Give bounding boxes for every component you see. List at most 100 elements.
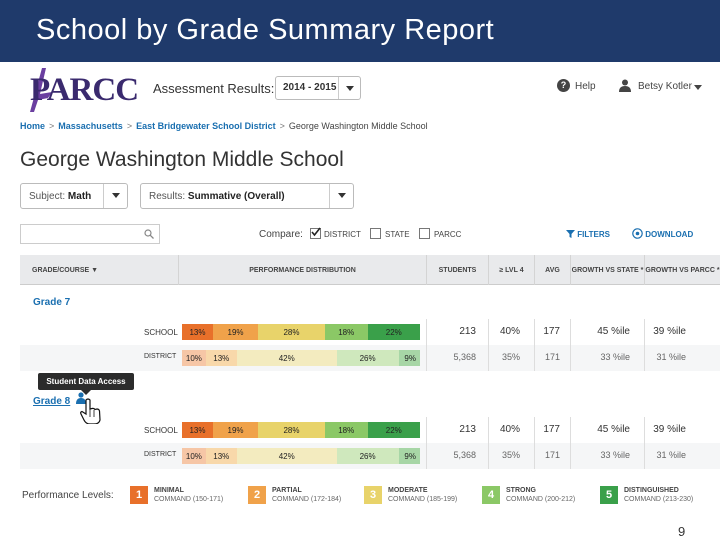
legend-level-1-name: MINIMAL [154,487,184,494]
chevron-down-icon [346,86,354,91]
distribution-segment-level-1: 10% [182,448,206,464]
avg-value: 177 [543,424,560,435]
results-chevron[interactable] [329,184,353,208]
page-number: 9 [678,524,686,539]
distribution-segment-level-3: 42% [236,350,337,366]
legend-title: Performance Levels: [22,490,114,501]
help-icon[interactable]: ? [557,79,570,92]
user-menu[interactable]: Betsy Kotler [638,81,692,92]
subject-chevron[interactable] [103,184,127,208]
compare-state-checkbox[interactable] [370,228,381,239]
distribution-segment-level-5: 9% [398,448,420,464]
grade-link[interactable]: Grade 8 [33,396,71,407]
table-row: DISTRICT 10% 13% 42% 26% 9% 5,368 35% 171 33… [20,443,720,469]
breadcrumb-separator: > [126,121,133,131]
breadcrumb-home[interactable]: Home [20,121,46,131]
header-grade-course[interactable]: GRADE/COURSE ▼ [32,266,99,274]
students-value: 213 [459,424,476,435]
performance-bar: 10% 13% 42% 26% 9% [182,350,420,366]
student-data-access-icon[interactable] [76,392,86,404]
avg-value: 171 [544,450,560,460]
distribution-segment-level-3: 28% [258,324,325,340]
slide-title: School by Grade Summary Report [36,14,495,46]
performance-levels-legend: Performance Levels: 1 MINIMAL COMMAND (150… [0,480,720,510]
compare-district-checkbox[interactable] [310,227,321,239]
row-label: DISTRICT [144,451,177,458]
download-label: DOWNLOAD [645,230,694,239]
distribution-segment-level-1: 10% [182,350,206,366]
compare-state-label: STATE [385,230,410,239]
distribution-segment-level-3: 42% [236,448,337,464]
header-performance-distribution: PERFORMANCE DISTRIBUTION [178,255,426,285]
app-header: PARCC Assessment Results: 2014 - 2015 ? … [18,62,720,114]
column-divider [534,417,535,469]
results-select[interactable]: Results: Summative (Overall) [140,183,354,209]
header-avg[interactable]: AVG [534,255,570,285]
distribution-segment-level-2: 13% [205,350,237,366]
breadcrumb-separator: > [279,121,285,131]
legend-level-5-name: DISTINGUISHED [624,487,679,494]
header-students[interactable]: STUDENTS [426,255,488,285]
results-label: Results: [149,191,186,202]
help-link[interactable]: Help [575,81,596,92]
logo-swoosh-icon [30,68,52,112]
breadcrumb: Home > Massachusetts > East Bridgewater Scho… [20,121,428,131]
legend-level-3-range: COMMAND (185-199) [388,496,458,503]
column-divider [570,319,571,371]
download-button[interactable]: DOWNLOAD [632,228,693,239]
chevron-down-icon [338,193,346,198]
level4-value: 35% [501,352,520,362]
subject-select[interactable]: Subject: Math [20,183,128,209]
legend-level-4-name: STRONG [506,487,536,494]
slide-title-bar: School by Grade Summary Report [0,0,720,62]
column-divider [644,319,645,371]
growth-parcc-value: 39 %ile [653,424,686,435]
compare-label: Compare: [259,229,303,240]
year-select[interactable]: 2014 - 2015 [275,76,361,100]
growth-state-value: 33 %ile [600,450,630,460]
column-divider [488,319,489,371]
search-input[interactable] [20,224,160,244]
grade-link[interactable]: Grade 7 [33,297,71,308]
column-divider [426,417,427,469]
distribution-segment-level-5: 22% [367,324,420,340]
column-divider [426,319,427,371]
filter-icon [566,230,575,238]
parcc-logo[interactable]: PARCC [20,64,139,114]
avg-value: 177 [543,326,560,337]
growth-parcc-value: 39 %ile [653,326,686,337]
distribution-segment-level-2: 19% [212,422,259,438]
distribution-segment-level-4: 18% [324,422,368,438]
level4-value: 35% [501,450,520,460]
level4-value: 40% [499,326,520,337]
header-growth-parcc[interactable]: GROWTH VS PARCC * [644,255,720,285]
subject-label: Subject: [29,191,66,202]
year-chevron[interactable] [338,77,360,99]
student-data-access-tooltip: Student Data Access [38,373,134,390]
distribution-segment-level-4: 26% [336,448,399,464]
level4-value: 40% [499,424,520,435]
legend-level-1-range: COMMAND (150-171) [154,496,224,503]
breadcrumb-state[interactable]: Massachusetts [58,121,123,131]
compare-parcc-checkbox[interactable] [419,228,430,239]
header-level4[interactable]: ≥ LVL 4 [488,255,534,285]
distribution-segment-level-2: 13% [205,448,237,464]
year-value: 2014 - 2015 [283,82,337,93]
results-value: Summative (Overall) [187,191,285,202]
distribution-segment-level-1: 13% [182,324,213,340]
row-label: SCHOOL [144,328,178,337]
hand-cursor-icon [80,398,101,424]
filters-button[interactable]: FILTERS [566,230,610,239]
legend-level-2-name: PARTIAL [272,487,302,494]
subject-value: Math [67,191,92,202]
performance-bar: 13% 19% 28% 18% 22% [182,324,420,340]
table-row: SCHOOL 13% 19% 28% 18% 22% 213 40% 177 45 %i… [20,417,720,443]
performance-bar: 13% 19% 28% 18% 22% [182,422,420,438]
breadcrumb-district[interactable]: East Bridgewater School District [136,121,276,131]
compare-district-label: DISTRICT [324,230,361,239]
user-chevron-down-icon[interactable] [694,85,702,90]
column-divider [644,417,645,469]
header-growth-state[interactable]: GROWTH VS STATE * [570,255,644,285]
row-label: DISTRICT [144,353,177,360]
